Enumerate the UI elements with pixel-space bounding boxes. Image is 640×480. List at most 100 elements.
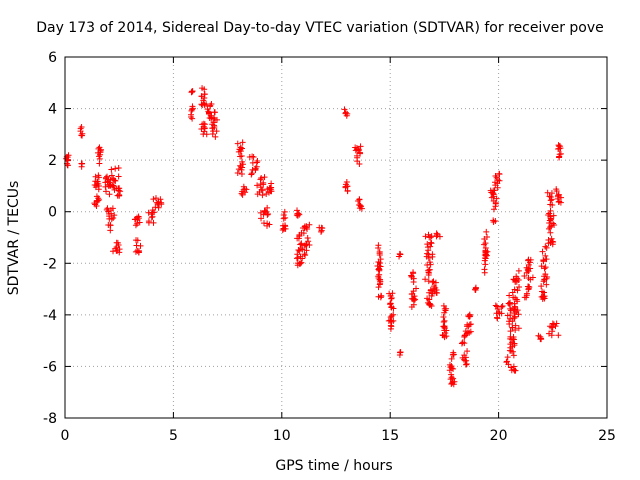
data-point: [550, 212, 557, 219]
data-point: [483, 233, 490, 240]
data-point: [238, 166, 245, 173]
data-point: [267, 184, 274, 191]
data-point: [426, 259, 433, 266]
data-point: [507, 312, 514, 319]
data-point: [548, 190, 555, 197]
data-point: [388, 318, 395, 325]
data-point: [296, 233, 303, 240]
data-point: [259, 192, 266, 199]
data-point: [543, 281, 550, 288]
data-point: [319, 225, 326, 232]
data-point: [549, 320, 556, 327]
data-point: [504, 354, 511, 361]
data-point: [498, 310, 505, 317]
data-point: [443, 305, 450, 312]
data-point: [539, 248, 546, 255]
data-point: [249, 153, 256, 160]
data-point: [152, 195, 159, 202]
data-point: [467, 321, 474, 328]
data-point: [428, 240, 435, 247]
data-point: [212, 133, 219, 140]
data-point: [481, 269, 488, 276]
data-point: [211, 124, 218, 131]
data-point: [494, 315, 501, 322]
data-point: [541, 265, 548, 272]
data-point: [426, 296, 433, 303]
data-point: [483, 228, 490, 235]
data-point: [482, 240, 489, 247]
data-point: [157, 196, 164, 203]
data-point: [492, 199, 499, 206]
data-point: [512, 294, 519, 301]
data-point: [496, 309, 503, 316]
data-point: [510, 352, 517, 359]
axis-ticks: 0 5 10 15 20 25 -8 -6 -4 -2 0 2 4 6: [43, 50, 616, 444]
data-point: [526, 284, 533, 291]
data-point: [189, 105, 196, 112]
data-point: [549, 328, 556, 335]
data-point: [97, 151, 104, 158]
data-point: [261, 174, 268, 181]
data-point: [376, 271, 383, 278]
data-point: [234, 140, 241, 147]
data-point: [356, 196, 363, 203]
data-point: [150, 219, 157, 226]
data-point: [377, 259, 384, 266]
data-point: [106, 191, 113, 198]
data-point: [427, 239, 434, 246]
data-point: [513, 308, 520, 315]
data-point: [494, 306, 501, 313]
data-point: [112, 165, 119, 172]
data-point: [506, 300, 513, 307]
data-point: [343, 178, 350, 185]
data-point: [482, 261, 489, 268]
data-point: [65, 152, 72, 159]
data-points: [63, 85, 565, 388]
data-point: [377, 256, 384, 263]
data-point: [427, 286, 434, 293]
data-point: [460, 356, 467, 363]
data-point: [115, 164, 122, 171]
data-point: [443, 327, 450, 334]
data-point: [413, 285, 420, 292]
data-point: [389, 290, 396, 297]
data-point: [450, 381, 457, 388]
data-point: [548, 223, 555, 230]
data-point: [298, 245, 305, 252]
data-point: [268, 180, 275, 187]
data-point: [427, 234, 434, 241]
data-point: [556, 154, 563, 161]
data-point: [548, 196, 555, 203]
grid: [65, 57, 607, 418]
data-point: [553, 188, 560, 195]
data-point: [297, 260, 304, 267]
data-point: [538, 283, 545, 290]
data-point: [547, 201, 554, 208]
data-point: [264, 204, 271, 211]
data-point: [258, 186, 265, 193]
data-point: [145, 218, 152, 225]
data-point: [357, 143, 364, 150]
data-point: [512, 306, 519, 313]
data-point: [356, 160, 363, 167]
data-point: [499, 302, 506, 309]
data-point: [448, 363, 455, 370]
data-point: [299, 255, 306, 262]
data-point: [547, 197, 554, 204]
data-point: [547, 215, 554, 222]
data-point: [116, 185, 123, 192]
data-point: [94, 197, 101, 204]
data-point: [548, 235, 555, 242]
data-point: [547, 229, 554, 236]
data-point: [555, 332, 562, 339]
plot-frame: [64, 56, 608, 419]
data-point: [525, 256, 532, 263]
data-point: [189, 115, 196, 122]
data-point: [461, 340, 468, 347]
data-point: [296, 211, 303, 218]
x-tick-label: 5: [169, 428, 178, 444]
data-point: [111, 186, 118, 193]
data-point: [107, 222, 114, 229]
data-point: [543, 244, 550, 251]
data-point: [441, 317, 448, 324]
